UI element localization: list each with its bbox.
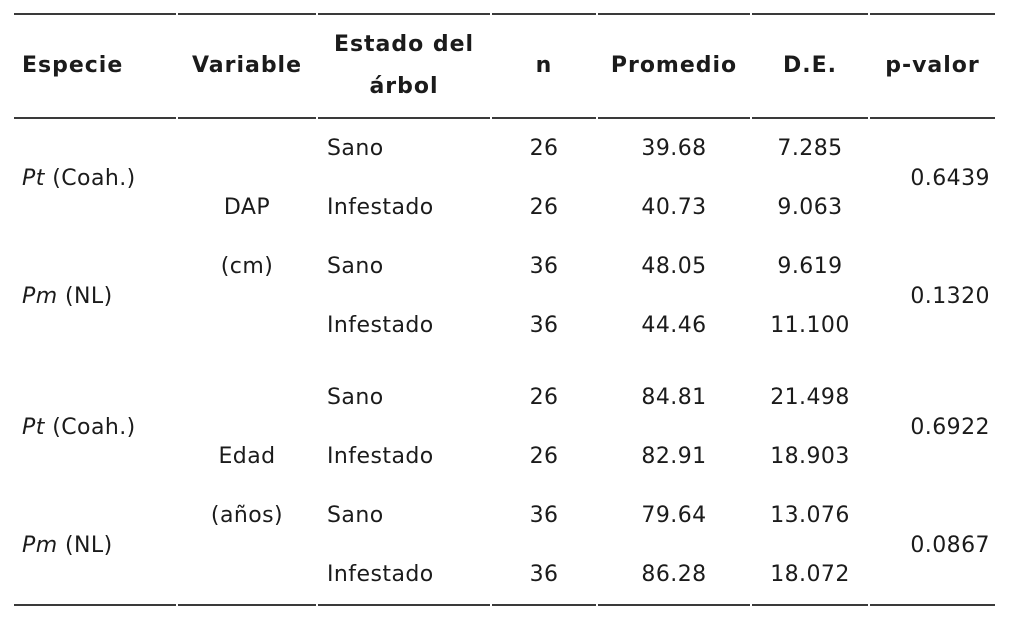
de-cell: 7.285 (777, 136, 843, 161)
especie-cell: Pt (Coah.) (14, 119, 176, 237)
n-cell: 36 (492, 545, 596, 606)
de-cell: 13.076 (770, 503, 850, 528)
variable-cell: DAP (cm) (178, 119, 316, 355)
variable-cell: Edad (años) (178, 368, 316, 606)
block-spacer (14, 355, 995, 368)
especie-cell: Pm (NL) (14, 486, 176, 606)
col-header-promedio: Promedio (598, 13, 750, 119)
table-row: Infestado 26 40.73 9.063 (14, 178, 995, 237)
statistics-table: Especie Variable Estado del árbol n Prom… (12, 13, 997, 606)
species-abbrev: Pm (22, 283, 58, 309)
col-header-especie: Especie (14, 13, 176, 119)
species-location: (Coah.) (44, 414, 136, 440)
n-cell: 26 (529, 136, 559, 161)
col-header-de: D.E. (752, 13, 868, 119)
n-cell: 36 (529, 254, 559, 279)
variable-name: DAP (223, 195, 271, 220)
estado-cell: Sano (327, 503, 384, 528)
col-header-variable: Variable (178, 13, 316, 119)
especie-cell: Pt (Coah.) (14, 368, 176, 486)
species-abbrev: Pt (22, 414, 45, 440)
de-cell: 18.903 (770, 444, 850, 469)
species-abbrev: Pm (22, 532, 58, 558)
promedio-cell: 86.28 (598, 545, 750, 606)
table-row: Infestado 36 44.46 11.100 (14, 296, 995, 355)
estado-cell: Infestado (318, 545, 490, 606)
de-cell: 18.072 (752, 545, 868, 606)
n-cell: 26 (529, 195, 559, 220)
n-cell: 36 (529, 313, 559, 338)
de-cell: 9.063 (777, 195, 843, 220)
table-row: Pt (Coah.) DAP (cm) Sano 26 39.68 7.285 0… (14, 119, 995, 279)
col-header-pvalor: p-valor (870, 13, 995, 119)
p-value-cell: 0.6439 (910, 165, 990, 191)
de-cell: 9.619 (777, 254, 843, 279)
promedio-cell: 44.46 (641, 313, 707, 338)
promedio-cell: 40.73 (641, 195, 707, 220)
n-cell: 26 (529, 444, 559, 469)
estado-cell: Infestado (327, 313, 434, 338)
col-header-estado: Estado del árbol (318, 13, 490, 119)
species-abbrev: Pt (22, 165, 45, 191)
header-row: Especie Variable Estado del árbol n Prom… (14, 13, 995, 119)
block-spacer-row (14, 355, 995, 368)
p-value-cell: 0.1320 (910, 283, 990, 309)
variable-name: Edad (218, 444, 276, 469)
col-header-n: n (492, 13, 596, 119)
table-row: Pt (Coah.) Edad (años) Sano 26 84.81 21.4… (14, 368, 995, 606)
table-row: Infestado 36 86.28 18.072 (14, 545, 995, 606)
estado-cell: Sano (327, 254, 384, 279)
estado-cell: Sano (327, 385, 384, 410)
table-row: Infestado 26 82.91 18.903 (14, 427, 995, 486)
p-value-cell: 0.6922 (910, 414, 990, 440)
promedio-cell: 84.81 (641, 385, 707, 410)
de-cell: 11.100 (770, 313, 850, 338)
table-row: Pm (NL) Sano 36 79.64 13.076 0.0867 (14, 486, 995, 606)
estado-cell: Sano (327, 136, 384, 161)
table-row: Pm (NL) Sano 36 48.05 9.619 0.1320 (14, 237, 995, 309)
n-cell: 26 (529, 385, 559, 410)
variable-unit: (cm) (220, 254, 274, 279)
promedio-cell: 79.64 (641, 503, 707, 528)
promedio-cell: 82.91 (641, 444, 707, 469)
de-cell: 21.498 (770, 385, 850, 410)
especie-cell: Pm (NL) (14, 237, 176, 355)
estado-cell: Infestado (327, 444, 434, 469)
p-value-cell: 0.0867 (870, 486, 995, 606)
species-location: (NL) (57, 283, 113, 309)
n-cell: 36 (529, 503, 559, 528)
promedio-cell: 48.05 (641, 254, 707, 279)
species-location: (NL) (57, 532, 113, 558)
variable-unit: (años) (210, 503, 284, 528)
estado-cell: Infestado (327, 195, 434, 220)
species-location: (Coah.) (44, 165, 136, 191)
promedio-cell: 39.68 (641, 136, 707, 161)
